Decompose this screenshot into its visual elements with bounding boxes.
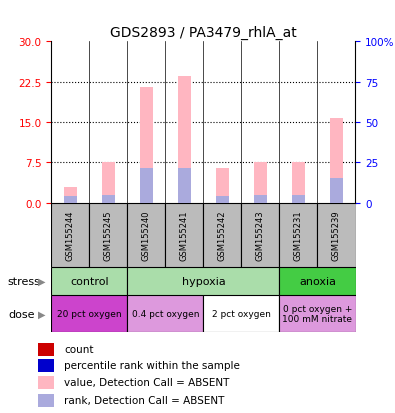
Text: 0.4 pct oxygen: 0.4 pct oxygen: [132, 309, 199, 318]
Text: dose: dose: [8, 309, 34, 319]
Bar: [38, 394, 54, 407]
Text: percentile rank within the sample: percentile rank within the sample: [64, 361, 240, 370]
Title: GDS2893 / PA3479_rhlA_at: GDS2893 / PA3479_rhlA_at: [110, 26, 297, 40]
Text: GSM155231: GSM155231: [294, 210, 303, 261]
Bar: [279, 295, 356, 332]
Text: rank, Detection Call = ABSENT: rank, Detection Call = ABSENT: [64, 395, 224, 405]
Text: stress: stress: [8, 276, 41, 286]
Bar: [38, 343, 54, 356]
Bar: [279, 267, 356, 295]
Bar: [178, 77, 191, 203]
Bar: [64, 187, 77, 203]
Bar: [203, 295, 279, 332]
Text: GSM155242: GSM155242: [218, 210, 227, 260]
Bar: [216, 197, 229, 203]
Bar: [330, 179, 343, 203]
Text: 20 pct oxygen: 20 pct oxygen: [57, 309, 122, 318]
Text: 0 pct oxygen +
100 mM nitrate: 0 pct oxygen + 100 mM nitrate: [282, 304, 352, 323]
Text: hypoxia: hypoxia: [182, 276, 225, 286]
Text: control: control: [70, 276, 109, 286]
Bar: [127, 295, 203, 332]
Bar: [140, 88, 153, 203]
Bar: [330, 119, 343, 203]
Text: GSM155245: GSM155245: [104, 210, 113, 260]
Bar: [292, 195, 305, 203]
Text: count: count: [64, 344, 94, 355]
Bar: [279, 203, 318, 267]
Text: GSM155239: GSM155239: [332, 210, 341, 261]
Bar: [38, 359, 54, 372]
Bar: [102, 195, 115, 203]
Bar: [51, 203, 89, 267]
Bar: [51, 295, 127, 332]
Text: value, Detection Call = ABSENT: value, Detection Call = ABSENT: [64, 377, 229, 387]
Bar: [166, 203, 203, 267]
Text: ▶: ▶: [38, 276, 45, 286]
Bar: [254, 163, 267, 203]
Bar: [254, 195, 267, 203]
Bar: [51, 267, 127, 295]
Bar: [127, 267, 279, 295]
Text: 2 pct oxygen: 2 pct oxygen: [212, 309, 271, 318]
Bar: [203, 203, 241, 267]
Bar: [292, 163, 305, 203]
Bar: [127, 203, 166, 267]
Bar: [241, 203, 279, 267]
Bar: [64, 197, 77, 203]
Text: GSM155240: GSM155240: [142, 210, 151, 260]
Text: ▶: ▶: [38, 309, 45, 319]
Text: GSM155243: GSM155243: [256, 210, 265, 261]
Bar: [216, 169, 229, 203]
Text: GSM155244: GSM155244: [66, 210, 75, 260]
Bar: [140, 169, 153, 203]
Bar: [102, 163, 115, 203]
Bar: [89, 203, 127, 267]
Bar: [318, 203, 356, 267]
Text: anoxia: anoxia: [299, 276, 336, 286]
Bar: [178, 169, 191, 203]
Text: GSM155241: GSM155241: [180, 210, 189, 260]
Bar: [38, 376, 54, 389]
